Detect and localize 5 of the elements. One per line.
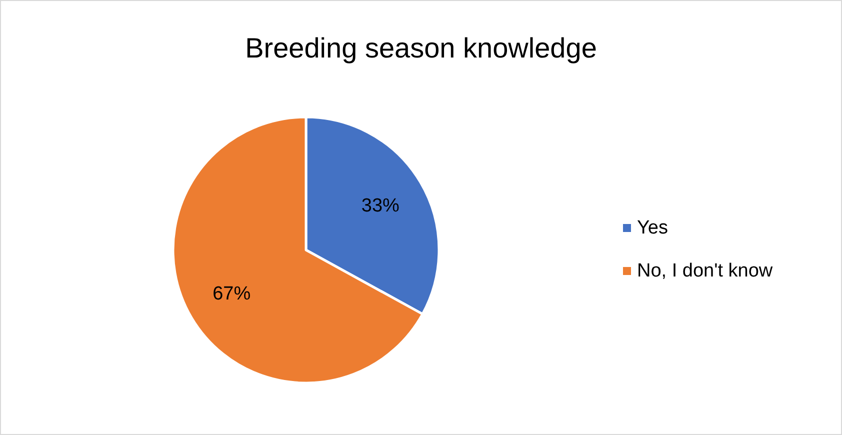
- data-label: 67%: [212, 284, 251, 305]
- legend-label: Yes: [637, 218, 668, 238]
- legend-label: No, I don't know: [637, 260, 773, 282]
- data-label: 33%: [361, 195, 400, 216]
- chart-title: Breeding season knowledge: [245, 32, 597, 64]
